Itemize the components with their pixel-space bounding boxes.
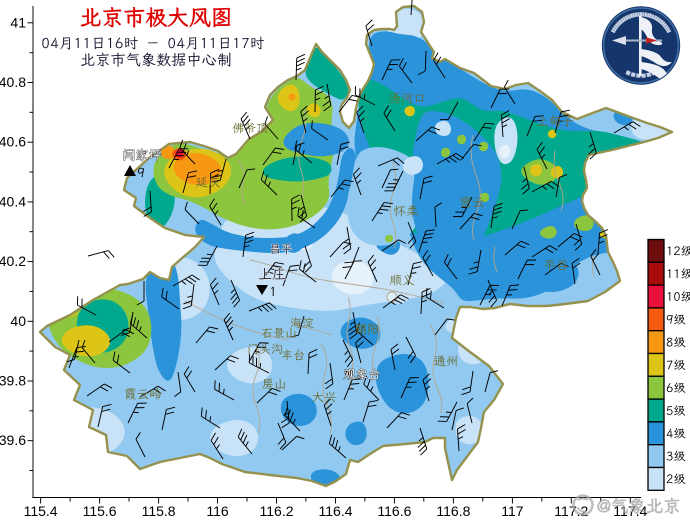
- svg-text:115.8: 115.8: [142, 503, 176, 519]
- svg-text:40.6: 40.6: [0, 134, 26, 150]
- svg-text:117: 117: [501, 503, 524, 519]
- svg-text:116: 116: [206, 503, 229, 519]
- svg-text:40: 40: [10, 313, 26, 329]
- svg-text:116.4: 116.4: [319, 503, 353, 519]
- svg-text:116.2: 116.2: [260, 503, 294, 519]
- svg-text:116.6: 116.6: [377, 503, 411, 519]
- svg-text:116.8: 116.8: [436, 503, 470, 519]
- svg-text:115.6: 115.6: [83, 503, 117, 519]
- svg-text:40.2: 40.2: [0, 253, 26, 269]
- svg-text:39.8: 39.8: [0, 373, 26, 389]
- svg-text:40.8: 40.8: [0, 74, 26, 90]
- svg-text:115.4: 115.4: [24, 503, 58, 519]
- svg-text:39.6: 39.6: [0, 432, 26, 448]
- svg-text:40.4: 40.4: [0, 193, 26, 209]
- svg-text:41: 41: [10, 14, 26, 30]
